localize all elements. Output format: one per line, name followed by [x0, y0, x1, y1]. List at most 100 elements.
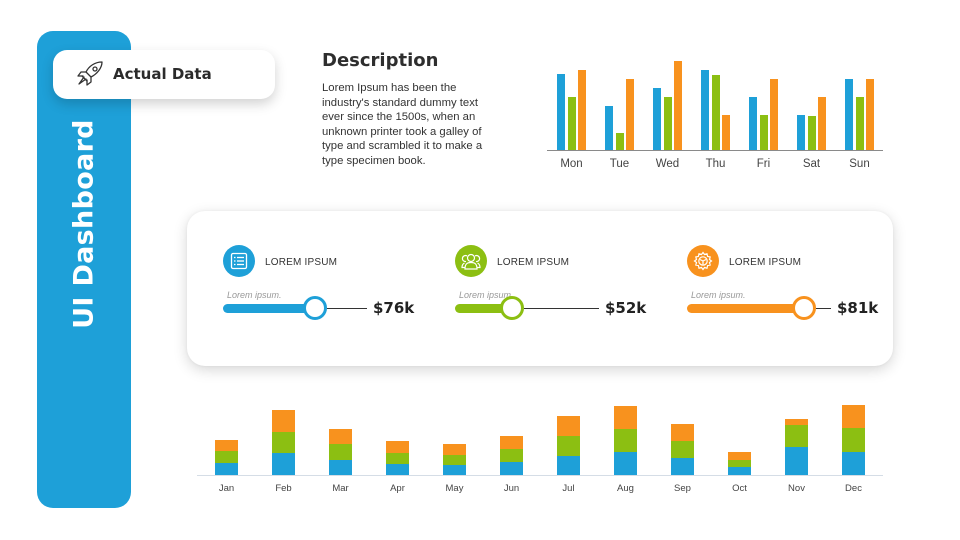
stacked-bar-segment: [842, 452, 865, 475]
stacked-bar-segment: [671, 458, 694, 475]
metric-sublabel: Lorem ipsum.: [691, 290, 746, 300]
metric-icon-badge: [455, 245, 487, 277]
bar: [615, 133, 624, 150]
stacked-bar-segment: [728, 452, 751, 460]
x-axis-label: May: [445, 483, 464, 494]
slider-track: [524, 308, 599, 310]
bar: [749, 97, 757, 150]
bar: [557, 74, 565, 150]
x-axis-label: Sep: [674, 483, 691, 494]
metric-item: LOREM IPSUM Lorem ipsum. $81k: [651, 211, 878, 366]
x-axis-label: Jun: [503, 483, 520, 494]
x-axis-label: Tue: [609, 158, 630, 170]
sidebar-panel: [37, 31, 131, 508]
stacked-bar-segment: [785, 425, 808, 447]
bar: [807, 116, 816, 150]
slider-fill: [687, 304, 804, 313]
stacked-bar-segment: [500, 462, 523, 475]
stacked-bar-segment: [671, 441, 694, 458]
stacked-bar-segment: [386, 464, 409, 475]
stacked-bar-segment: [329, 429, 352, 444]
bar: [663, 97, 672, 150]
stacked-bar-segment: [785, 447, 808, 475]
x-axis-label: Nov: [788, 483, 805, 494]
stacked-bar-segment: [728, 460, 751, 467]
stacked-bar-segment: [215, 463, 238, 475]
slider-fill: [455, 304, 512, 313]
stacked-bar-segment: [500, 436, 523, 449]
x-axis-label: Wed: [655, 158, 680, 170]
bar: [674, 61, 682, 150]
stacked-bar-segment: [728, 467, 751, 475]
metric-label: LOREM IPSUM: [497, 257, 570, 268]
slider-knob[interactable]: [792, 296, 816, 320]
bar: [797, 115, 805, 150]
stacked-bar-segment: [671, 424, 694, 441]
stacked-bar-segment: [272, 432, 295, 453]
stacked-bar-segment: [386, 453, 409, 464]
stacked-bar-segment: [500, 449, 523, 462]
stacked-bar-segment: [386, 441, 409, 453]
rocket-icon: [77, 61, 103, 86]
metric-label: LOREM IPSUM: [265, 257, 338, 268]
description-body: Lorem Ipsum has been the industry's stan…: [322, 82, 483, 167]
metric-item: LOREM IPSUM Lorem ipsum. $52k: [419, 211, 646, 366]
bar: [653, 88, 661, 150]
x-axis-label: Jan: [218, 483, 235, 494]
slider-knob[interactable]: [303, 296, 327, 320]
description-title: Description: [322, 50, 439, 71]
metric-icon-badge: [687, 245, 719, 277]
bar: [605, 106, 613, 150]
metric-sublabel: Lorem ipsum.: [459, 290, 514, 300]
stacked-bar-segment: [215, 451, 238, 463]
bar: [567, 97, 576, 150]
x-axis-label: Apr: [390, 483, 405, 494]
x-axis-label: Oct: [732, 483, 747, 494]
stacked-bar-segment: [557, 436, 580, 456]
stacked-bar-segment: [443, 465, 466, 475]
bar: [855, 97, 864, 150]
slider-track: [816, 308, 831, 310]
metric-sublabel: Lorem ipsum.: [227, 290, 282, 300]
x-axis-label: Fri: [756, 158, 771, 170]
stacked-bar-segment: [842, 405, 865, 428]
stacked-bar-segment: [842, 428, 865, 452]
stacked-bar-segment: [329, 460, 352, 475]
bar: [722, 115, 730, 150]
stacked-bar-segment: [614, 429, 637, 452]
stacked-bar-segment: [443, 455, 466, 465]
x-axis-label: Aug: [617, 483, 634, 494]
slider-knob[interactable]: [500, 296, 524, 320]
stacked-bar-segment: [272, 410, 295, 432]
x-axis-line: [547, 150, 883, 151]
bar: [866, 79, 874, 150]
x-axis-label: Sun: [849, 158, 870, 170]
stacked-bar-segment: [614, 452, 637, 475]
stacked-bar-segment: [215, 440, 238, 451]
bar: [845, 79, 853, 150]
list-icon: [230, 252, 248, 270]
badge-label: Actual Data: [113, 65, 212, 83]
metric-label: LOREM IPSUM: [729, 257, 802, 268]
gear-icon: [693, 251, 713, 271]
x-axis-label: Thu: [705, 158, 726, 170]
slider-track: [327, 308, 367, 310]
bar: [759, 115, 768, 150]
stacked-bar-segment: [557, 456, 580, 475]
stacked-bar-segment: [329, 444, 352, 460]
x-axis-label: Mon: [560, 158, 583, 170]
metric-value: $52k: [605, 299, 647, 317]
users-icon: [461, 253, 481, 270]
stacked-bar-segment: [785, 419, 808, 425]
bar: [626, 79, 634, 150]
bar: [770, 79, 778, 150]
bar: [711, 75, 720, 150]
slider-fill: [223, 304, 315, 313]
stacked-bar-segment: [614, 406, 637, 429]
metric-value: $81k: [837, 299, 879, 317]
bar: [818, 97, 826, 150]
stacked-bar-segment: [443, 444, 466, 455]
metric-value: $76k: [373, 299, 415, 317]
actual-data-badge[interactable]: Actual Data: [53, 50, 275, 99]
x-axis-label: Mar: [332, 483, 349, 494]
